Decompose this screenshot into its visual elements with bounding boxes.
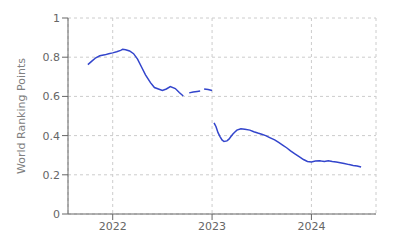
svg-text:World Ranking Points: World Ranking Points [15,58,28,174]
svg-text:0: 0 [53,208,60,221]
svg-text:2023: 2023 [198,220,226,233]
svg-text:2022: 2022 [99,220,127,233]
svg-text:0.6: 0.6 [43,90,61,103]
svg-text:2024: 2024 [297,220,325,233]
svg-text:0.4: 0.4 [43,130,61,143]
svg-text:0.2: 0.2 [43,169,61,182]
svg-text:1: 1 [53,12,60,25]
svg-text:0.8: 0.8 [43,51,61,64]
